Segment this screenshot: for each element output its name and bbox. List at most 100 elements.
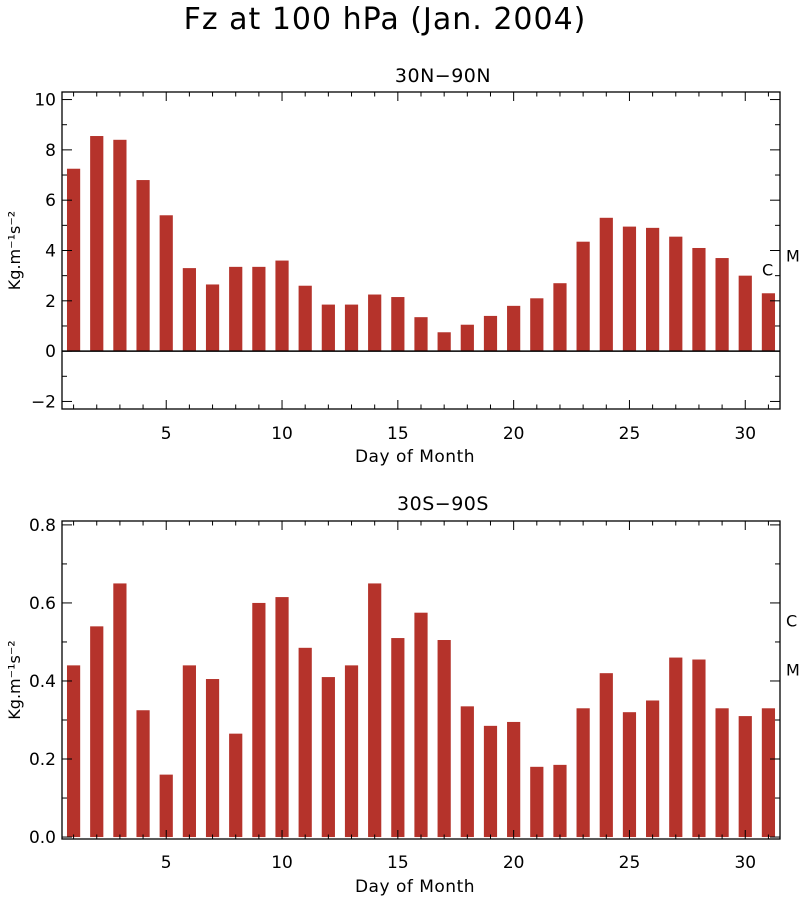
bar: [669, 657, 683, 838]
bar: [414, 317, 428, 352]
bar: [437, 640, 451, 838]
bar: [692, 659, 706, 838]
bar: [229, 266, 243, 352]
bar: [136, 180, 150, 352]
y-tick-label: 0.0: [29, 828, 56, 848]
marker-m: M: [786, 660, 800, 679]
bar: [321, 677, 335, 838]
bar: [205, 284, 220, 352]
bar: [159, 774, 173, 838]
marker-c: C: [786, 611, 797, 630]
y-tick-label: 0.4: [29, 672, 56, 692]
x-tick-label: 15: [387, 853, 409, 873]
bar: [252, 602, 266, 838]
bar: [414, 612, 428, 838]
bar: [599, 673, 613, 838]
bar: [368, 294, 382, 352]
bar: [344, 665, 359, 838]
y-tick-label: 4: [45, 242, 56, 262]
bar: [553, 764, 567, 838]
x-axis-label: Day of Month: [355, 877, 475, 897]
bar: [599, 217, 613, 352]
bar: [159, 215, 173, 352]
bar: [66, 168, 81, 352]
y-tick-label: 10: [34, 91, 56, 111]
bar: [344, 304, 359, 352]
bar: [646, 227, 660, 352]
bar: [368, 583, 382, 838]
x-axis-label: Day of Month: [355, 447, 475, 467]
x-tick-label: 20: [503, 853, 525, 873]
bar: [275, 260, 289, 352]
bar: [646, 700, 660, 838]
bar: [182, 665, 196, 838]
bar: [275, 597, 289, 838]
bar: [553, 283, 567, 352]
bar: [622, 226, 637, 352]
panel-title: 30S−90S: [397, 493, 489, 515]
bar: [182, 268, 196, 352]
bar: [761, 293, 776, 352]
y-tick-label: 0.2: [29, 750, 56, 770]
bar: [252, 266, 266, 352]
x-tick-label: 30: [734, 424, 756, 444]
bar: [205, 679, 220, 838]
bar: [761, 708, 776, 838]
x-tick-label: 30: [734, 853, 756, 873]
y-tick-label: 0.6: [29, 594, 56, 614]
bar: [229, 733, 243, 838]
bar: [530, 298, 544, 352]
y-tick-label: −2: [31, 392, 56, 412]
bar: [391, 638, 405, 838]
x-tick-label: 15: [387, 424, 409, 444]
bar: [90, 136, 104, 352]
bar: [622, 712, 637, 838]
bar: [669, 236, 683, 352]
y-axis-label: Kg.m⁻¹s⁻²: [5, 211, 24, 290]
bar: [692, 247, 706, 352]
bar: [136, 710, 150, 838]
x-tick-label: 10: [271, 424, 293, 444]
panel-title: 30N−90N: [395, 65, 491, 87]
x-tick-label: 5: [161, 424, 172, 444]
y-tick-label: 8: [45, 141, 56, 161]
bar: [298, 285, 312, 352]
y-tick-label: 0: [45, 342, 56, 362]
bar: [460, 324, 474, 352]
bar: [715, 708, 729, 838]
bar: [576, 241, 590, 352]
chart-panel-2: 5 10 15 20 25 30 0.0 0.2 0.4 0.6 0.8 30S−90S Day of …: [5, 493, 800, 897]
x-tick-label: 10: [271, 853, 293, 873]
marker-c: C: [762, 260, 773, 279]
figure-title: Fz at 100 hPa (Jan. 2004): [183, 2, 587, 37]
bar: [321, 304, 335, 352]
bar: [715, 258, 729, 352]
bar: [113, 139, 127, 352]
bar: [90, 626, 104, 838]
bar: [483, 315, 498, 352]
bar: [460, 706, 474, 838]
bar: [437, 332, 451, 352]
y-tick-label: 0.8: [29, 516, 56, 536]
bar: [66, 665, 81, 838]
bar: [576, 708, 590, 838]
bar: [738, 275, 752, 352]
y-axis-label: Kg.m⁻¹s⁻²: [5, 640, 24, 719]
bar: [298, 647, 312, 838]
bar: [113, 583, 127, 838]
y-tick-label: 2: [45, 292, 56, 312]
bar: [507, 305, 521, 352]
bar: [507, 721, 521, 838]
chart-panel-1: 5 10 15 20 25 30 −2 0 2 4 6 8 10 30N−90N Day of Month K…: [5, 65, 800, 467]
bar: [483, 725, 498, 838]
y-tick-label: 6: [45, 191, 56, 211]
x-tick-label: 25: [619, 424, 641, 444]
bar: [391, 297, 405, 352]
bar: [530, 766, 544, 838]
x-tick-label: 5: [161, 853, 172, 873]
x-tick-label: 25: [619, 853, 641, 873]
marker-m: M: [786, 247, 800, 266]
bar: [738, 716, 752, 838]
x-tick-label: 20: [503, 424, 525, 444]
